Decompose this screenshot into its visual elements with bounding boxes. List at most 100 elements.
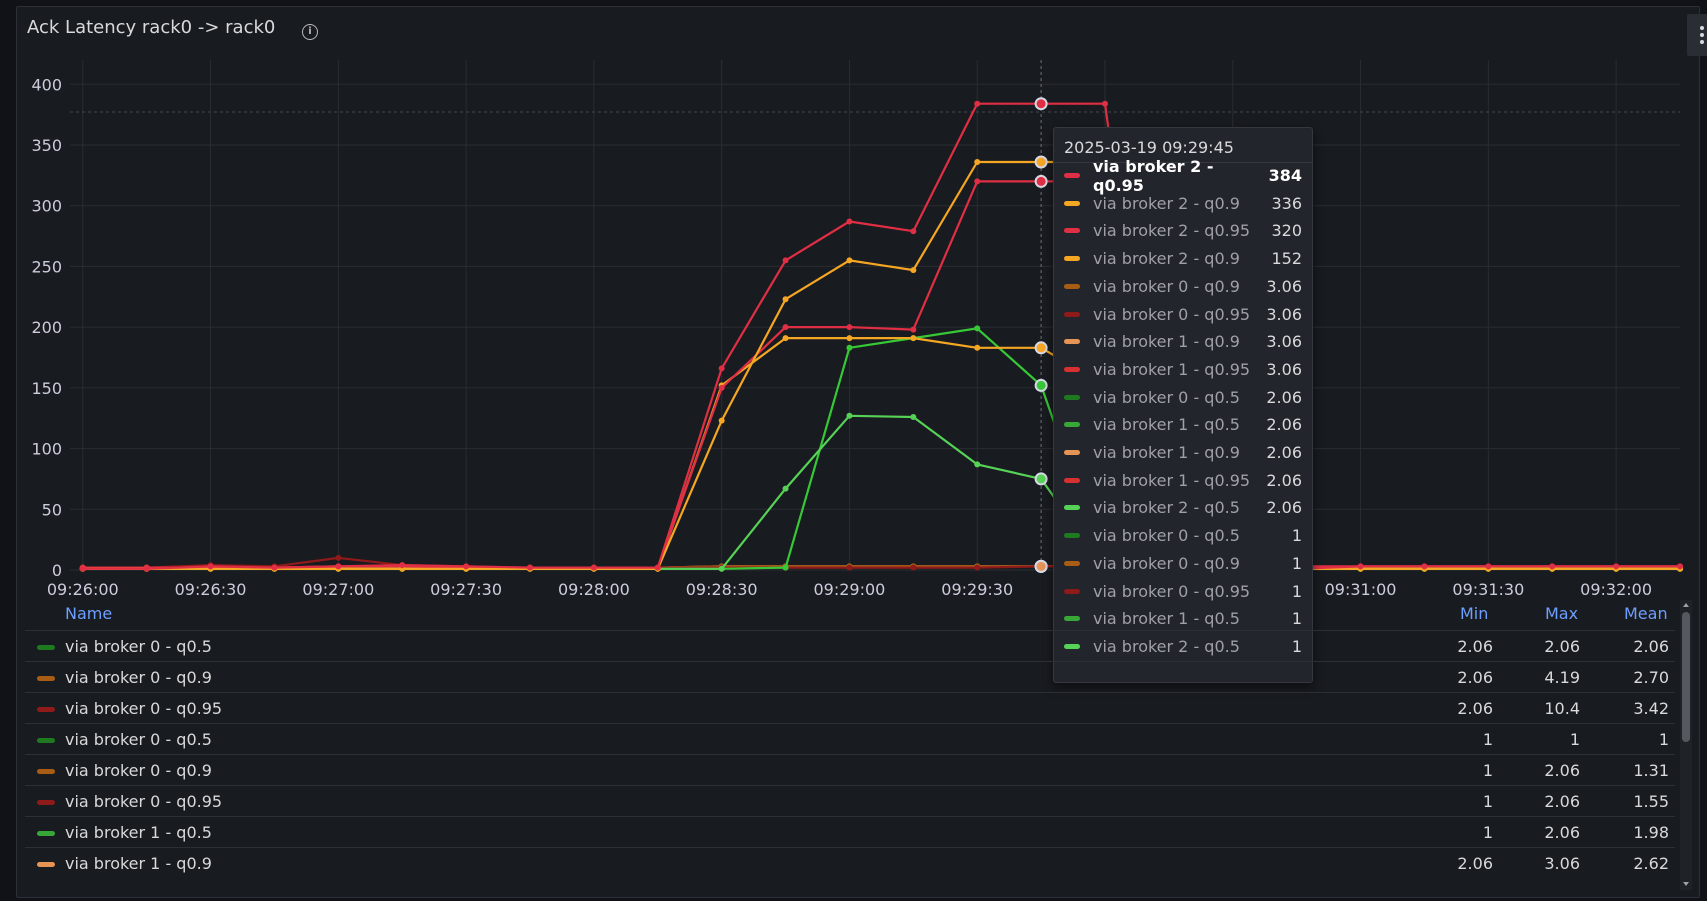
data-point	[910, 335, 917, 342]
tooltip-series-value: 2.06	[1266, 470, 1302, 490]
data-point	[399, 562, 406, 569]
legend-max-value: 2.06	[1544, 761, 1580, 780]
data-point	[910, 267, 917, 274]
data-point	[1357, 563, 1364, 570]
scroll-down-icon[interactable]	[1683, 882, 1689, 886]
data-point	[1677, 563, 1683, 570]
legend-row[interactable]: via broker 1 - q0.5 1 2.06 1.98	[25, 816, 1675, 848]
tooltip-series-name: via broker 1 - q0.5	[1093, 609, 1240, 629]
hover-marker	[1034, 559, 1048, 573]
x-tick-label: 09:26:30	[175, 580, 247, 599]
data-point	[846, 324, 853, 331]
series-swatch	[37, 800, 55, 805]
hover-marker	[1034, 155, 1048, 169]
series-swatch	[1064, 505, 1080, 511]
series-swatch	[1064, 339, 1080, 345]
legend-min-value: 1	[1482, 792, 1493, 811]
data-point	[910, 228, 917, 235]
tooltip-series-value: 1	[1291, 609, 1302, 629]
x-tick-label: 09:32:00	[1580, 580, 1652, 599]
legend-row[interactable]: via broker 0 - q0.95 1 2.06 1.55	[25, 785, 1675, 817]
data-point	[1421, 563, 1428, 570]
legend-header-name[interactable]: Name	[65, 604, 113, 623]
legend-row[interactable]: via broker 0 - q0.5 1 1 1	[25, 723, 1675, 755]
y-tick-label: 50	[42, 500, 62, 519]
data-point	[463, 563, 470, 570]
data-point	[910, 414, 917, 420]
legend-series-name: via broker 0 - q0.9	[65, 668, 212, 687]
data-point	[974, 100, 981, 107]
data-point	[974, 461, 981, 468]
tooltip-series-name: via broker 0 - q0.5	[1093, 526, 1240, 546]
legend-mean-value: 1.55	[1633, 792, 1669, 811]
series-swatch	[37, 769, 55, 774]
chart-area[interactable]: 0 50 100 150 200 250 300 350 400 09:26:00 09:26:30…	[0, 0, 1707, 640]
data-point	[782, 564, 789, 571]
tooltip-series-name: via broker 2 - q0.5	[1093, 636, 1240, 656]
legend-series-name: via broker 1 - q0.5	[65, 823, 212, 842]
y-tick-label: 400	[31, 75, 62, 94]
series-swatch	[1064, 477, 1080, 483]
tooltip-row: via broker 2 - q0.5 2.06	[1064, 494, 1302, 521]
tooltip-series-name: via broker 2 - q0.9	[1093, 193, 1240, 213]
tooltip-series-value: 2.06	[1266, 387, 1302, 407]
legend-row[interactable]: via broker 0 - q0.9 2.06 4.19 2.70	[25, 661, 1675, 693]
data-point	[910, 564, 917, 571]
info-circle-icon[interactable]: i	[302, 24, 318, 40]
series-swatch	[37, 645, 55, 650]
y-tick-label: 0	[52, 561, 62, 580]
legend-header-mean[interactable]: Mean	[1624, 604, 1668, 623]
tooltip-series-name: via broker 0 - q0.95	[1093, 581, 1251, 601]
scroll-up-icon[interactable]	[1683, 603, 1689, 607]
tooltip-series-name: via broker 0 - q0.9	[1093, 553, 1240, 573]
data-point	[846, 412, 853, 419]
data-point	[974, 178, 981, 185]
data-point	[974, 564, 981, 571]
series-line	[82, 556, 1680, 569]
legend-max-value: 2.06	[1544, 637, 1580, 656]
series-swatch	[1064, 173, 1080, 178]
series-swatch	[1064, 256, 1080, 262]
tooltip-series-value: 3.06	[1266, 276, 1302, 296]
tooltip-series-value: 2.06	[1266, 498, 1302, 518]
x-tick-label: 09:31:30	[1452, 580, 1524, 599]
tooltip-time: 2025-03-19 09:29:45	[1064, 138, 1234, 157]
tooltip-series-name: via broker 0 - q0.95	[1093, 304, 1251, 324]
series-swatch	[1064, 533, 1080, 539]
legend-row[interactable]: via broker 0 - q0.95 2.06 10.4 3.42	[25, 692, 1675, 724]
legend-min-value: 1	[1482, 761, 1493, 780]
legend-scrollbar[interactable]	[1680, 600, 1692, 890]
tooltip-row: via broker 2 - q0.9 336	[1064, 190, 1302, 217]
legend-max-value: 2.06	[1544, 792, 1580, 811]
tooltip-series-value: 2.06	[1266, 443, 1302, 462]
legend-series-name: via broker 1 - q0.9	[65, 854, 212, 873]
y-tick-label: 250	[31, 257, 62, 276]
data-point	[1102, 100, 1108, 107]
x-tick-label: 09:29:00	[814, 580, 886, 599]
data-point	[782, 335, 789, 342]
tooltip-row: via broker 0 - q0.9 1	[1064, 550, 1302, 577]
legend-header-max[interactable]: Max	[1545, 604, 1579, 623]
data-point	[846, 257, 853, 264]
data-point	[718, 384, 725, 391]
data-point	[846, 218, 853, 225]
tooltip-row: via broker 1 - q0.5 2.06	[1064, 411, 1302, 438]
scrollbar-thumb[interactable]	[1682, 612, 1690, 742]
legend-row[interactable]: via broker 1 - q0.9 2.06 3.06 2.62	[25, 847, 1675, 879]
legend-table: Name Min Max Mean via broker 0 - q0.5 2.0…	[25, 596, 1675, 886]
tooltip-row: via broker 0 - q0.5 2.06	[1064, 384, 1302, 411]
legend-row[interactable]: via broker 0 - q0.5 2.06 2.06 2.06	[25, 630, 1675, 662]
series-swatch	[1064, 283, 1080, 289]
series-swatch	[1064, 311, 1080, 317]
data-point	[718, 417, 725, 424]
tooltip-series-name: via broker 2 - q0.9	[1093, 249, 1240, 269]
series-line	[82, 337, 1680, 570]
tooltip-row: via broker 1 - q0.95 2.06	[1064, 467, 1302, 494]
tooltip-series-value: 320	[1271, 221, 1302, 241]
data-point	[527, 564, 533, 571]
legend-row[interactable]: via broker 0 - q0.9 1 2.06 1.31	[25, 754, 1675, 786]
kebab-menu-icon[interactable]	[1687, 14, 1707, 56]
data-point	[910, 326, 917, 333]
series-swatch	[37, 707, 55, 712]
legend-header-min[interactable]: Min	[1460, 604, 1489, 623]
